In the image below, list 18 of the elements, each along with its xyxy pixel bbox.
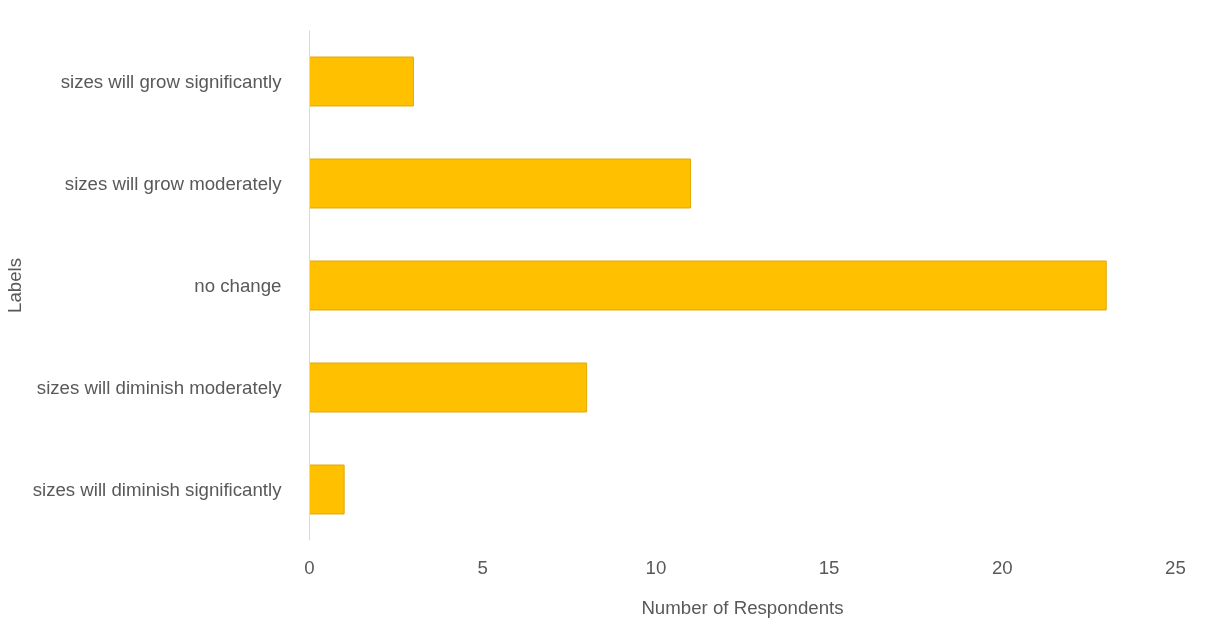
y-tick-label: sizes will grow moderately <box>64 173 283 194</box>
x-tick-label: 20 <box>991 556 1013 578</box>
x-tick-label: 5 <box>477 556 488 578</box>
bar <box>309 362 588 413</box>
y-tick-label: sizes will diminish moderately <box>36 377 283 398</box>
x-tick-label: 15 <box>818 556 840 578</box>
bar <box>309 260 1107 311</box>
y-axis-title: Labels <box>3 258 25 313</box>
bar <box>309 56 414 107</box>
y-tick-label: no change <box>194 275 282 296</box>
x-axis-title: Number of Respondents <box>641 596 844 618</box>
y-tick-label: sizes will grow significantly <box>60 71 283 92</box>
y-tick-label: sizes will diminish significantly <box>32 479 283 500</box>
x-tick-label: 25 <box>1165 556 1186 578</box>
x-tick-label: 10 <box>645 556 667 578</box>
x-tick-label: 0 <box>304 556 315 578</box>
bar <box>309 158 692 209</box>
bar <box>309 464 345 515</box>
